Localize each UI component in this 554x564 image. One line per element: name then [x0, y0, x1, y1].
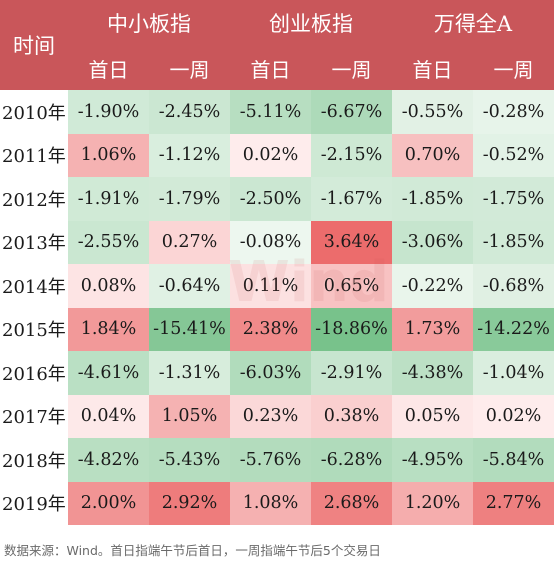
- value-cell: -5.11%: [230, 90, 311, 134]
- year-cell: 2014年: [0, 264, 68, 308]
- value-cell: 0.65%: [311, 264, 392, 308]
- value-cell: -1.31%: [149, 351, 230, 395]
- table-row: 2017年 0.04% 1.05% 0.23% 0.38% 0.05% 0.02%: [0, 394, 554, 438]
- value-cell: -4.38%: [392, 351, 473, 395]
- table-row: 2016年 -4.61% -1.31% -6.03% -2.91% -4.38% -1.04…: [0, 351, 554, 395]
- sub-header-first-day: 首日: [392, 46, 473, 90]
- value-cell: 2.77%: [473, 481, 554, 525]
- value-cell: -1.04%: [473, 351, 554, 395]
- value-cell: 0.04%: [68, 394, 149, 438]
- value-cell: -2.50%: [230, 177, 311, 221]
- year-cell: 2011年: [0, 133, 68, 177]
- value-cell: -4.61%: [68, 351, 149, 395]
- value-cell: 1.20%: [392, 481, 473, 525]
- year-cell: 2016年: [0, 351, 68, 395]
- value-cell: 1.06%: [68, 133, 149, 177]
- value-cell: -6.03%: [230, 351, 311, 395]
- value-cell: -1.79%: [149, 177, 230, 221]
- value-cell: 0.05%: [392, 394, 473, 438]
- source-footnote: 数据来源：Wind。首日指端午节后首日，一周指端午节后5个交易日: [4, 543, 381, 558]
- table-row: 2018年 -4.82% -5.43% -5.76% -6.28% -4.95% -5.84…: [0, 438, 554, 482]
- row-header-label: 时间: [0, 0, 68, 90]
- value-cell: -0.68%: [473, 264, 554, 308]
- group-header-zxb: 中小板指: [68, 0, 230, 46]
- year-cell: 2018年: [0, 438, 68, 482]
- year-cell: 2013年: [0, 220, 68, 264]
- value-cell: -2.15%: [311, 133, 392, 177]
- value-cell: 1.08%: [230, 481, 311, 525]
- value-cell: -14.22%: [473, 307, 554, 351]
- value-cell: 0.08%: [68, 264, 149, 308]
- sub-header-one-week: 一周: [473, 46, 554, 90]
- value-cell: -0.55%: [392, 90, 473, 134]
- group-header-cyb: 创业板指: [230, 0, 392, 46]
- value-cell: -6.67%: [311, 90, 392, 134]
- value-cell: 0.02%: [473, 394, 554, 438]
- value-cell: 1.84%: [68, 307, 149, 351]
- group-header-wind-a: 万得全A: [392, 0, 554, 46]
- value-cell: 2.00%: [68, 481, 149, 525]
- sub-header-row: 首日 一周 首日 一周 首日 一周: [0, 46, 554, 90]
- value-cell: -1.85%: [473, 220, 554, 264]
- table-row: 2010年 -1.90% -2.45% -5.11% -6.67% -0.55% -0.28…: [0, 90, 554, 134]
- value-cell: -4.82%: [68, 438, 149, 482]
- value-cell: -2.55%: [68, 220, 149, 264]
- returns-table: 时间 中小板指 创业板指 万得全A 首日 一周 首日 一周 首日 一周 2010…: [0, 0, 554, 525]
- value-cell: -2.91%: [311, 351, 392, 395]
- value-cell: 1.73%: [392, 307, 473, 351]
- value-cell: 3.64%: [311, 220, 392, 264]
- value-cell: 0.11%: [230, 264, 311, 308]
- value-cell: 0.23%: [230, 394, 311, 438]
- year-cell: 2010年: [0, 90, 68, 134]
- table-row: 2013年 -2.55% 0.27% -0.08% 3.64% -3.06% -1.85%: [0, 220, 554, 264]
- value-cell: -1.12%: [149, 133, 230, 177]
- value-cell: 2.92%: [149, 481, 230, 525]
- value-cell: 2.38%: [230, 307, 311, 351]
- year-cell: 2012年: [0, 177, 68, 221]
- group-header-row: 时间 中小板指 创业板指 万得全A: [0, 0, 554, 90]
- value-cell: -18.86%: [311, 307, 392, 351]
- value-cell: -1.75%: [473, 177, 554, 221]
- sub-header-first-day: 首日: [230, 46, 311, 90]
- value-cell: -1.67%: [311, 177, 392, 221]
- value-cell: -1.90%: [68, 90, 149, 134]
- value-cell: 0.27%: [149, 220, 230, 264]
- value-cell: -5.76%: [230, 438, 311, 482]
- year-cell: 2019年: [0, 481, 68, 525]
- sub-header-one-week: 一周: [311, 46, 392, 90]
- value-cell: -15.41%: [149, 307, 230, 351]
- year-cell: 2017年: [0, 394, 68, 438]
- value-cell: -5.84%: [473, 438, 554, 482]
- table-row: 2014年 0.08% -0.64% 0.11% 0.65% -0.22% -0.68%: [0, 264, 554, 308]
- value-cell: -2.45%: [149, 90, 230, 134]
- value-cell: -6.28%: [311, 438, 392, 482]
- value-cell: -1.91%: [68, 177, 149, 221]
- value-cell: -0.08%: [230, 220, 311, 264]
- sub-header-one-week: 一周: [149, 46, 230, 90]
- value-cell: -4.95%: [392, 438, 473, 482]
- value-cell: 2.68%: [311, 481, 392, 525]
- value-cell: -0.22%: [392, 264, 473, 308]
- table-row: 2012年 -1.91% -1.79% -2.50% -1.67% -1.85% -1.75…: [0, 177, 554, 221]
- value-cell: 0.02%: [230, 133, 311, 177]
- value-cell: -5.43%: [149, 438, 230, 482]
- value-cell: 0.38%: [311, 394, 392, 438]
- sub-header-first-day: 首日: [68, 46, 149, 90]
- value-cell: -0.28%: [473, 90, 554, 134]
- table-body: 2010年 -1.90% -2.45% -5.11% -6.67% -0.55% -0.28…: [0, 90, 554, 525]
- table-row: 2015年 1.84% -15.41% 2.38% -18.86% 1.73% -14.22…: [0, 307, 554, 351]
- table-row: 2019年 2.00% 2.92% 1.08% 2.68% 1.20% 2.77%: [0, 481, 554, 525]
- table-row: 2011年 1.06% -1.12% 0.02% -2.15% 0.70% -0.52%: [0, 133, 554, 177]
- year-cell: 2015年: [0, 307, 68, 351]
- value-cell: -3.06%: [392, 220, 473, 264]
- value-cell: 0.70%: [392, 133, 473, 177]
- value-cell: -0.64%: [149, 264, 230, 308]
- value-cell: 1.05%: [149, 394, 230, 438]
- value-cell: -0.52%: [473, 133, 554, 177]
- value-cell: -1.85%: [392, 177, 473, 221]
